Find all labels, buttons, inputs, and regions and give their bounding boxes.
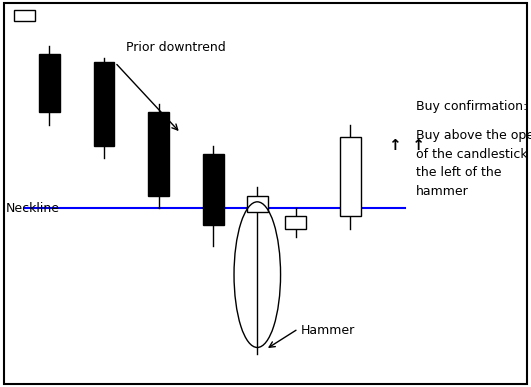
Text: ↑  ↑: ↑ ↑ xyxy=(389,138,425,153)
Bar xyxy=(340,137,361,216)
Text: Buy confirmation:: Buy confirmation: xyxy=(416,100,527,113)
Bar xyxy=(39,54,59,112)
Text: Hammer: Hammer xyxy=(301,324,355,337)
Bar xyxy=(148,112,169,195)
Bar xyxy=(247,195,268,212)
Text: Neckline: Neckline xyxy=(5,202,59,214)
Bar xyxy=(14,10,35,21)
Bar xyxy=(93,62,114,146)
Text: Prior downtrend: Prior downtrend xyxy=(126,41,226,54)
Text: Buy above the open: Buy above the open xyxy=(416,129,531,142)
Bar xyxy=(203,154,224,225)
Text: hammer: hammer xyxy=(416,185,469,198)
Text: of the candlestick on: of the candlestick on xyxy=(416,148,531,161)
Bar xyxy=(285,216,306,229)
Text: the left of the: the left of the xyxy=(416,166,502,180)
